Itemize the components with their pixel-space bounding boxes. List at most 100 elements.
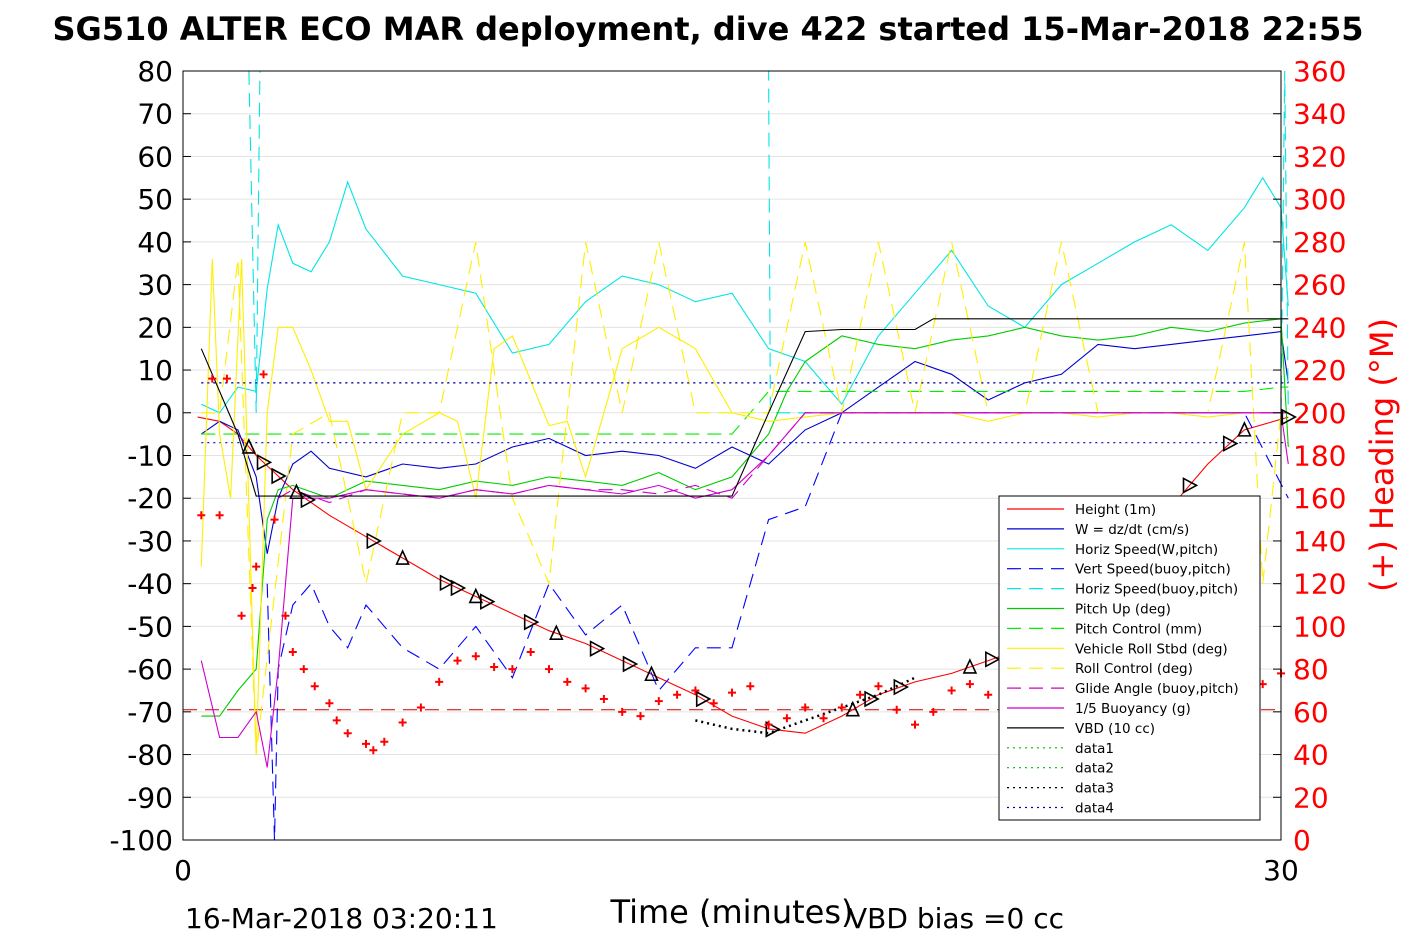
heading-point: [208, 374, 217, 383]
y-tick-label: -40: [127, 568, 173, 601]
depth-marker: [549, 624, 564, 641]
depth-marker: [845, 700, 861, 717]
depth-marker: [468, 587, 484, 604]
series-vbd-10-cc-: [200, 318, 1289, 497]
heading-point: [965, 680, 974, 689]
heading-point: [288, 648, 297, 657]
y-tick-label: 0: [155, 397, 173, 430]
heading-point: [526, 648, 535, 657]
x-axis-label: Time (minutes): [610, 893, 854, 931]
y-right-tick-label: 120: [1293, 568, 1346, 601]
right-axis-ticks: 3603403203002802602402202001801601401201…: [1273, 55, 1346, 857]
heading-point: [453, 656, 462, 665]
depth-marker: [523, 613, 540, 631]
series-w-dz-dt-cm-s-: [200, 330, 1289, 554]
heading-point: [545, 665, 553, 674]
y-right-tick-label: 240: [1293, 311, 1346, 344]
depth-marker: [289, 483, 304, 500]
y-right-tick-label: 80: [1293, 653, 1329, 686]
depth-marker: [985, 650, 1001, 668]
depth-marker: [589, 640, 606, 657]
heading-point: [490, 662, 499, 671]
heading-point: [435, 677, 444, 686]
y-tick-label: -100: [109, 824, 173, 857]
depth-marker: [1182, 477, 1199, 494]
series-pitch-control-mm-: [201, 386, 1289, 435]
depth-marker: [300, 491, 317, 509]
y-tick-label: -60: [127, 653, 173, 686]
heading-point: [892, 705, 901, 714]
y-right-tick-label: 180: [1293, 440, 1346, 473]
y-tick-label: 70: [137, 98, 173, 131]
legend-label: Pitch Control (mm): [1075, 621, 1202, 637]
y-right-tick-label: 260: [1293, 269, 1346, 302]
y-right-tick-label: 280: [1293, 226, 1346, 259]
depth-marker: [1281, 408, 1298, 426]
y-tick-label: -70: [127, 696, 173, 729]
heading-point: [911, 720, 919, 729]
depth-marker: [450, 579, 467, 597]
heading-point: [332, 716, 341, 725]
series-vehicle-roll-stbd-deg-: [200, 258, 1289, 755]
heading-point: [618, 707, 627, 716]
depth-marker: [695, 690, 712, 708]
depth-marker: [479, 593, 496, 610]
legend: Height (1m) W = dz/dt (cm/s) Horiz Speed(W…: [998, 495, 1261, 821]
depth-marker: [1222, 435, 1239, 452]
x-axis-ticks: 0 30: [174, 854, 1299, 887]
heading-point: [237, 611, 246, 620]
heading-point: [691, 686, 700, 695]
right-axis-label: (+) Heading (°M): [1363, 318, 1401, 592]
x-tick-label: 0: [174, 854, 192, 887]
heading-point: [837, 703, 846, 712]
legend-label: VBD (10 cc): [1075, 721, 1155, 737]
legend-label: Height (1m): [1075, 502, 1156, 518]
y-tick-label: -10: [127, 440, 173, 473]
heading-point: [782, 714, 791, 723]
heading-point: [581, 684, 590, 693]
heading-point: [369, 746, 378, 755]
series-roll-control-deg-: [201, 241, 1289, 755]
heading-point: [197, 511, 206, 520]
heading-point: [471, 652, 480, 661]
y-tick-label: 40: [137, 226, 173, 259]
depth-marker: [256, 453, 273, 471]
heading-point: [728, 688, 736, 697]
legend-box: [998, 495, 1261, 821]
legend-label: 1/5 Buoyancy (g): [1075, 701, 1191, 717]
heading-point: [310, 682, 319, 691]
y-right-tick-label: 200: [1293, 397, 1346, 430]
y-right-tick-label: 0: [1293, 824, 1311, 857]
y-right-tick-label: 340: [1293, 98, 1346, 131]
footer-vbd-bias: VBD bias =0 cc: [848, 902, 1064, 935]
heading-point: [362, 739, 370, 748]
depth-marker: [395, 549, 410, 565]
y-tick-label: 10: [137, 354, 173, 387]
heading-point: [746, 682, 755, 691]
heading-point: [281, 611, 290, 620]
x-tick-label: 30: [1263, 854, 1299, 887]
heading-point: [222, 374, 231, 383]
series-1-5-buoyancy-g-: [200, 412, 1289, 768]
heading-point: [380, 737, 389, 746]
depth-marker: [864, 690, 880, 708]
y-right-tick-label: 20: [1293, 781, 1329, 814]
y-tick-label: 20: [137, 311, 173, 344]
y-tick-label: -20: [127, 482, 173, 515]
heading-point: [673, 690, 682, 699]
series-horiz-speed-w-pitch-: [201, 176, 1289, 414]
y-right-tick-label: 40: [1293, 739, 1329, 772]
heading-point: [636, 712, 645, 721]
y-right-tick-label: 160: [1293, 482, 1346, 515]
heading-point: [599, 695, 608, 704]
depth-marker: [1237, 420, 1252, 437]
left-axis-ticks: 80 70 60 50 40 30 20 10 0 -10 -20 -30 -40 -50 -60 -70 -8…: [109, 55, 191, 857]
y-tick-label: 60: [137, 140, 173, 173]
legend-label: Horiz Speed(W,pitch): [1075, 542, 1218, 558]
y-tick-label: -80: [127, 739, 173, 772]
series-vert-speed-buoy-pitch-: [266, 412, 1289, 841]
y-right-tick-label: 60: [1293, 696, 1329, 729]
depth-marker: [241, 438, 257, 454]
y-tick-label: 30: [137, 269, 173, 302]
depth-marker: [962, 658, 978, 674]
